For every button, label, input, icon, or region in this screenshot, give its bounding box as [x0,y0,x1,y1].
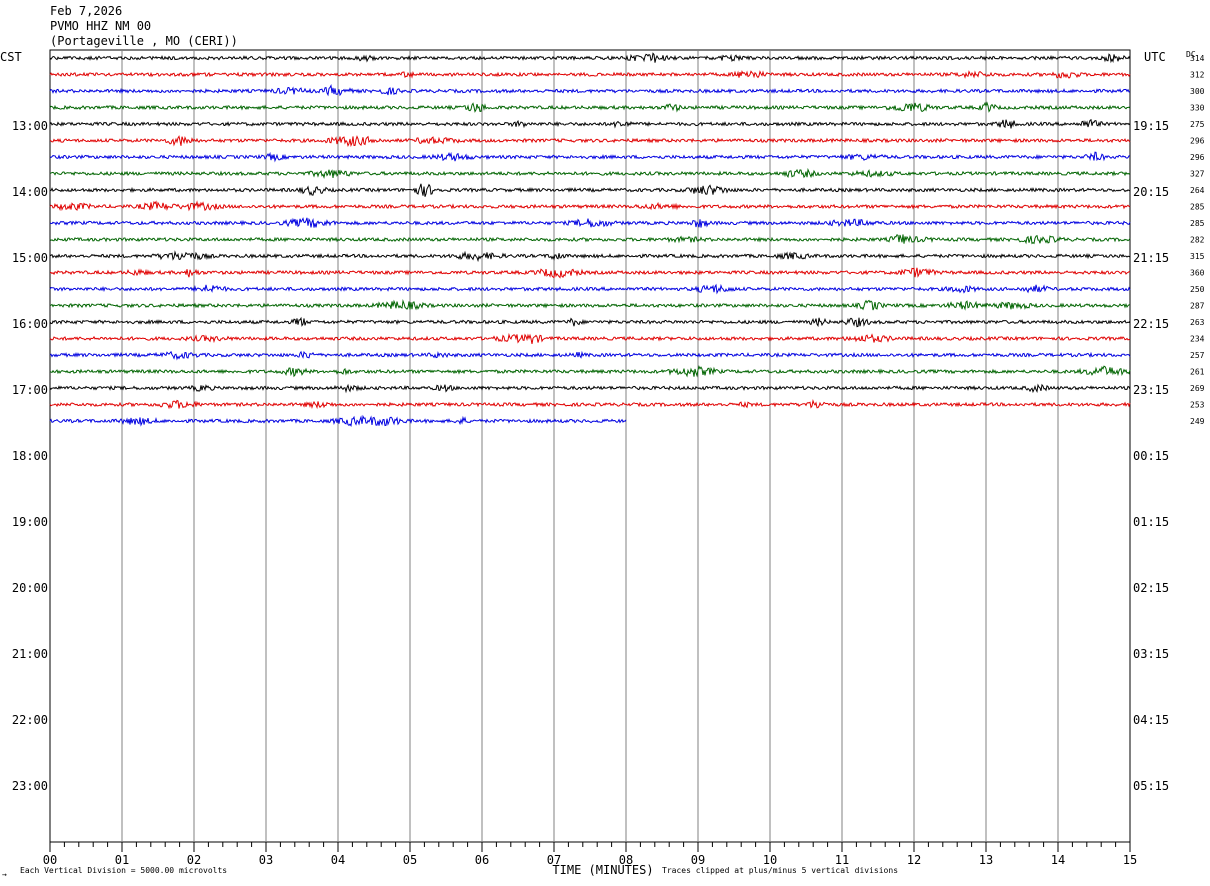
utc-hour-label: 19:15 [1133,119,1169,133]
seismic-trace [49,316,1131,328]
x-tick-label: 08 [619,853,633,867]
seismic-trace [49,350,1131,361]
seismic-trace [49,83,1131,97]
cst-hour-label: 21:00 [12,647,48,661]
cst-hour-label: 18:00 [12,449,48,463]
seismic-trace [49,183,1131,197]
x-tick-label: 06 [475,853,489,867]
seismic-trace [49,52,1131,64]
utc-hour-label: 02:15 [1133,581,1169,595]
x-axis-label: TIME (MINUTES) [552,863,653,877]
utc-label: UTC [1144,50,1166,64]
x-tick-label: 05 [403,853,417,867]
x-tick-label: 02 [187,853,201,867]
utc-hour-label: 20:15 [1133,185,1169,199]
plot-date: Feb 7,2026 [50,4,123,18]
dc-offset-label: 296 [1190,153,1205,162]
seismic-trace [49,283,1131,295]
seismic-trace [49,414,627,428]
dc-offset-label: 314 [1190,54,1205,63]
cst-hour-label: 14:00 [12,185,48,199]
dc-offset-label: 257 [1190,351,1205,360]
x-tick-label: 12 [907,853,921,867]
cst-hour-label: 22:00 [12,713,48,727]
seismic-trace [49,118,1131,129]
dc-offset-label: 315 [1190,252,1205,261]
seismic-trace [49,234,1131,245]
plot-frame [49,49,1131,843]
utc-hour-label: 22:15 [1133,317,1169,331]
seismic-trace [49,217,1131,228]
seismic-trace [49,167,1131,179]
cst-hour-label: 16:00 [12,317,48,331]
seismic-trace [49,135,1131,148]
cst-hour-label: 23:00 [12,779,48,793]
cst-hour-label: 17:00 [12,383,48,397]
utc-hour-label: 03:15 [1133,647,1169,661]
dc-offset-label: 327 [1190,170,1205,179]
seismic-trace [49,332,1131,344]
station-code: PVMO HHZ NM 00 [50,19,152,33]
x-tick-label: 01 [115,853,129,867]
x-tick-label: 13 [979,853,993,867]
dc-offset-label: 285 [1190,203,1205,212]
seismic-trace [49,383,1131,394]
scale-note: Each Vertical Division = 5000.00 microvo… [20,866,228,875]
seismic-trace [49,70,1131,79]
utc-hour-label: 05:15 [1133,779,1169,793]
dc-offset-label: 269 [1190,384,1205,393]
clip-note: Traces clipped at plus/minus 5 vertical … [662,866,899,875]
dc-offset-label: 275 [1190,120,1205,129]
seismic-trace [49,200,1131,212]
seismic-trace [49,151,1131,163]
dc-offset-label: 330 [1190,104,1205,113]
dc-offset-label: 287 [1190,302,1205,311]
x-tick-label: 03 [259,853,273,867]
cst-hour-label: 13:00 [12,119,48,133]
seismic-trace [49,101,1131,113]
x-tick-label: 04 [331,853,345,867]
corner-mark: → [2,870,7,879]
seismic-trace [49,299,1131,311]
dc-offset-label: 282 [1190,236,1205,245]
dc-offset-label: 250 [1190,285,1205,294]
dc-offset-label: 296 [1190,137,1205,146]
dc-offset-label: 360 [1190,269,1205,278]
utc-hour-label: 00:15 [1133,449,1169,463]
dc-offset-label: 300 [1190,87,1205,96]
seismic-trace [49,365,1131,378]
utc-hour-label: 23:15 [1133,383,1169,397]
dc-offset-label: 263 [1190,318,1205,327]
dc-offset-label: 264 [1190,186,1205,195]
dc-offset-label: 261 [1190,368,1205,377]
x-tick-label: 11 [835,853,849,867]
x-tick-label: 09 [691,853,705,867]
cst-hour-label: 19:00 [12,515,48,529]
dc-offset-label: 253 [1190,401,1205,410]
utc-hour-label: 21:15 [1133,251,1169,265]
cst-hour-label: 15:00 [12,251,48,265]
seismic-trace [49,398,1131,410]
seismic-trace [49,250,1131,263]
utc-hour-label: 01:15 [1133,515,1169,529]
dc-offset-label: 249 [1190,417,1205,426]
dc-offset-label: 312 [1190,71,1205,80]
station-location: (Portageville , MO (CERI)) [50,34,238,48]
x-tick-label: 15 [1123,853,1137,867]
dc-header: DC [1186,50,1196,59]
dc-offset-label: 234 [1190,335,1205,344]
utc-hour-label: 04:15 [1133,713,1169,727]
x-tick-label: 14 [1051,853,1065,867]
seismic-trace [50,267,1131,279]
x-tick-label: 00 [43,853,57,867]
cst-label: CST [0,50,22,64]
x-tick-label: 07 [547,853,561,867]
dc-offset-label: 285 [1190,219,1205,228]
cst-hour-label: 20:00 [12,581,48,595]
x-tick-label: 10 [763,853,777,867]
